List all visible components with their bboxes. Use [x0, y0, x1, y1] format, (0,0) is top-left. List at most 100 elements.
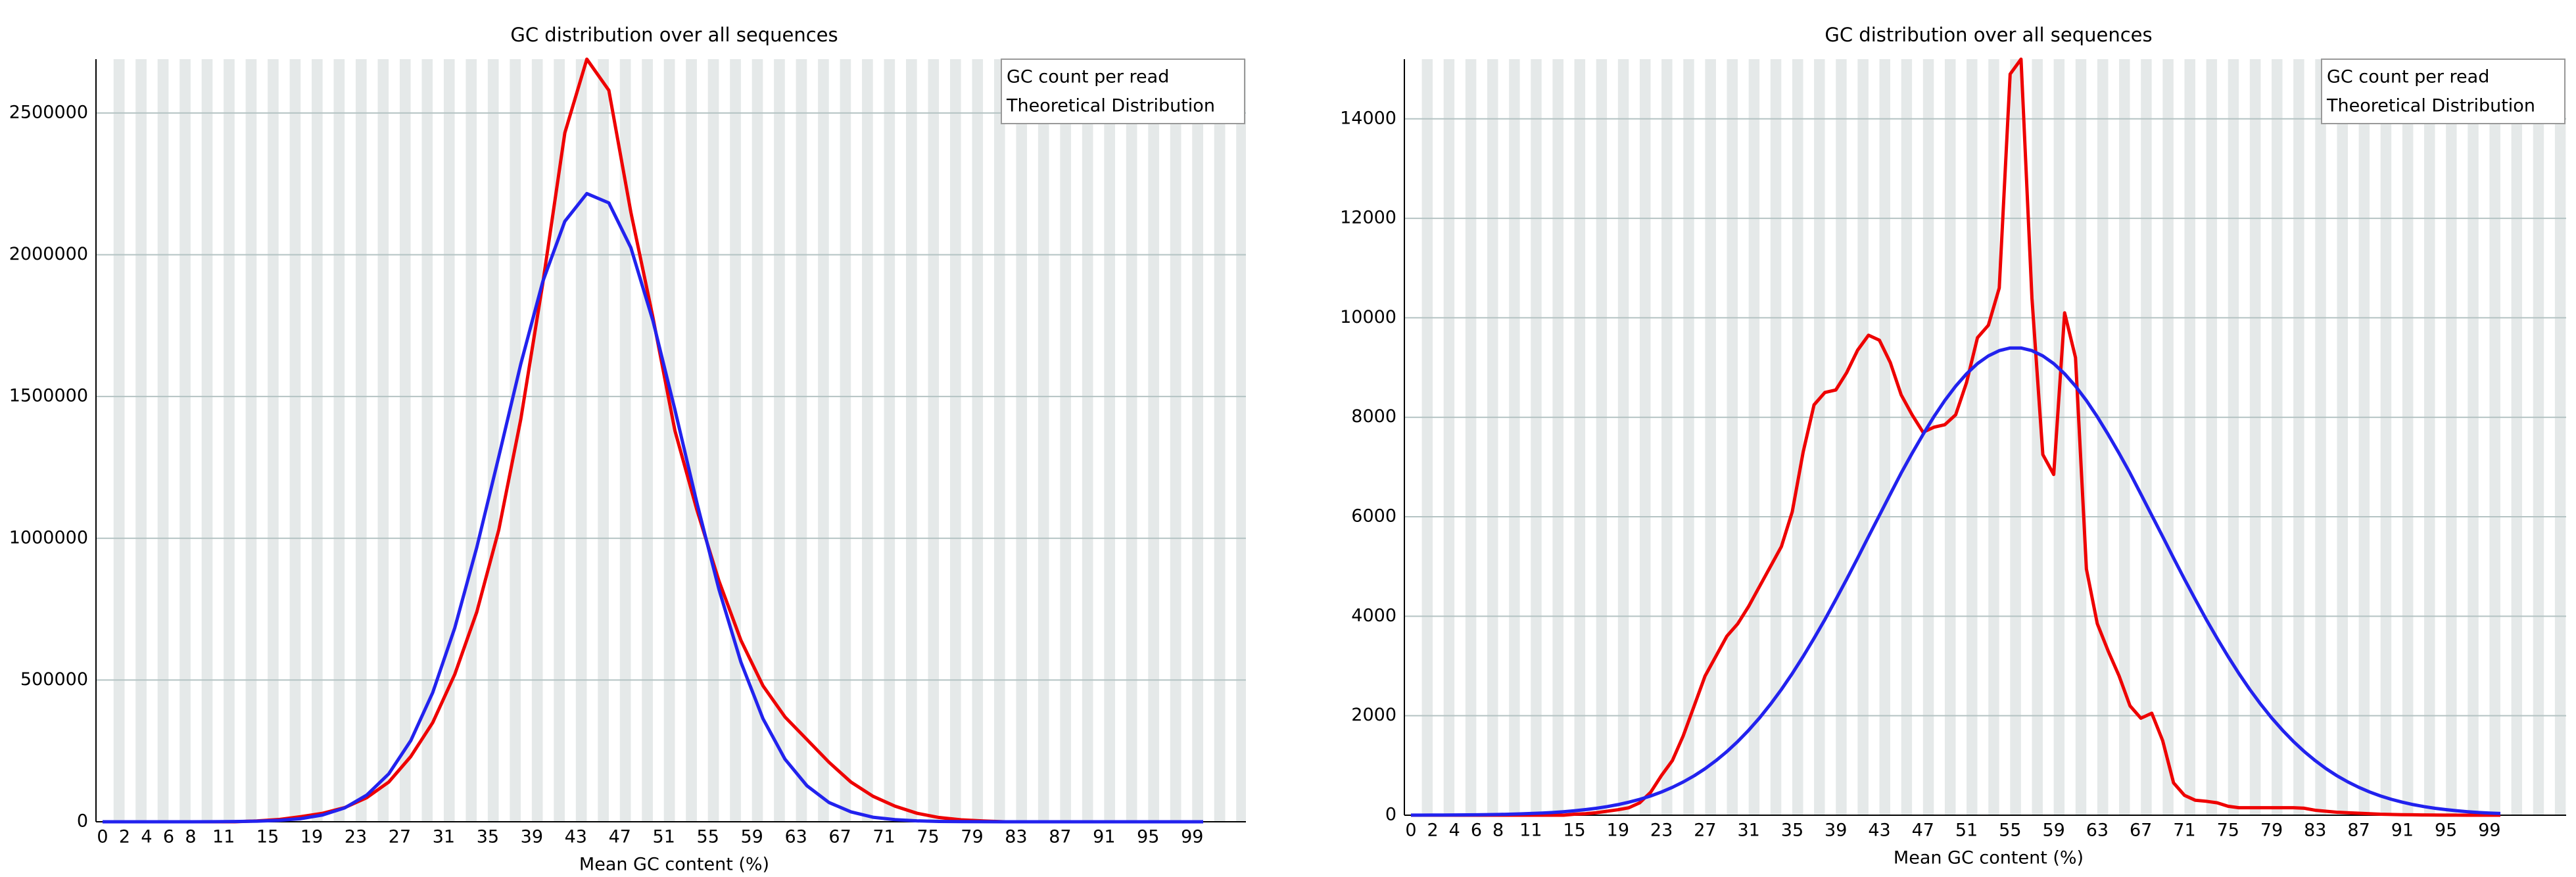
x-tick-label: 31 — [433, 827, 455, 847]
background-stripe — [1705, 59, 1716, 815]
background-stripe — [675, 59, 686, 822]
x-tick-label: 31 — [1737, 820, 1759, 841]
background-stripe — [1060, 59, 1072, 822]
background-stripe — [454, 59, 466, 822]
background-stripe — [1803, 59, 1815, 815]
background-stripe — [421, 59, 433, 822]
background-stripe — [619, 59, 631, 822]
background-stripe — [1236, 59, 1246, 822]
background-stripe — [146, 59, 158, 822]
background-stripe — [2217, 59, 2228, 815]
background-stripe — [1868, 59, 1880, 815]
y-tick-label: 2500000 — [9, 102, 88, 122]
background-stripe — [2151, 59, 2163, 815]
background-stripe — [2511, 59, 2523, 815]
background-stripe — [1411, 59, 1422, 815]
background-stripe — [1016, 59, 1028, 822]
series-line — [103, 191, 1203, 824]
background-stripe — [1836, 59, 1847, 815]
background-stripe — [862, 59, 873, 822]
background-stripe — [1617, 59, 1629, 815]
background-stripe — [993, 59, 1005, 822]
background-stripe — [2162, 59, 2174, 815]
background-stripe — [1093, 59, 1105, 822]
background-stripe — [2228, 59, 2239, 815]
x-tick-label: 6 — [163, 827, 174, 847]
background-stripe — [840, 59, 851, 822]
y-tick-label: 2000000 — [9, 244, 88, 264]
x-tick-label: 87 — [1049, 827, 1071, 847]
x-tick-label: 0 — [97, 827, 108, 847]
background-stripe — [190, 59, 202, 822]
background-stripe — [124, 59, 136, 822]
background-stripe — [1694, 59, 1705, 815]
background-stripe — [1922, 59, 1934, 815]
background-stripe — [1607, 59, 1618, 815]
x-tick-label: 75 — [917, 827, 939, 847]
background-stripe — [366, 59, 378, 822]
background-stripe — [1192, 59, 1203, 822]
background-stripe — [1585, 59, 1596, 815]
background-stripe — [477, 59, 488, 822]
background-stripe — [1596, 59, 1608, 815]
x-tick-label: 63 — [2086, 820, 2109, 841]
background-stripe — [2500, 59, 2512, 815]
background-stripe — [796, 59, 807, 822]
background-stripe — [1912, 59, 1923, 815]
background-stripe — [961, 59, 972, 822]
background-stripe — [1509, 59, 1520, 815]
background-stripe — [2195, 59, 2206, 815]
y-tick-label: 1500000 — [9, 386, 88, 406]
series-line — [1411, 57, 2500, 817]
background-stripe — [2380, 59, 2392, 815]
background-stripe — [2391, 59, 2402, 815]
background-stripe — [168, 59, 180, 822]
background-stripe — [1759, 59, 1771, 815]
background-stripe — [2239, 59, 2250, 815]
background-stripe — [312, 59, 323, 822]
background-stripe — [1781, 59, 1792, 815]
background-stripe — [531, 59, 543, 822]
background-stripe — [2249, 59, 2261, 815]
background-stripe — [2272, 59, 2283, 815]
x-tick-label: 8 — [185, 827, 196, 847]
background-stripe — [2348, 59, 2359, 815]
background-stripe — [807, 59, 819, 822]
background-stripe — [1944, 59, 1956, 815]
x-tick-label: 71 — [2173, 820, 2195, 841]
legend: GC count per read Theoretical Distributio… — [2321, 59, 2565, 124]
x-tick-label: 23 — [345, 827, 367, 847]
y-tick-label: 500000 — [20, 669, 88, 690]
background-stripe — [1770, 59, 1782, 815]
background-stripe — [1137, 59, 1149, 822]
background-stripe — [224, 59, 235, 822]
background-stripe — [2326, 59, 2337, 815]
background-stripe — [2565, 59, 2566, 815]
background-stripe — [1433, 59, 1444, 815]
x-tick-label: 47 — [609, 827, 631, 847]
background-stripe — [103, 59, 114, 822]
background-stripe — [2478, 59, 2490, 815]
background-stripe — [763, 59, 775, 822]
background-stripe — [1672, 59, 1684, 815]
x-tick-label: 15 — [1563, 820, 1585, 841]
background-stripe — [895, 59, 907, 822]
background-stripe — [1421, 59, 1433, 815]
background-stripe — [1748, 59, 1760, 815]
background-stripe — [2456, 59, 2468, 815]
x-tick-label: 79 — [961, 827, 983, 847]
background-stripe — [245, 59, 257, 822]
background-stripe — [2064, 59, 2076, 815]
background-stripe — [2402, 59, 2414, 815]
background-stripe — [818, 59, 829, 822]
background-stripe — [1203, 59, 1214, 822]
background-stripe — [586, 59, 598, 822]
background-stripe — [828, 59, 840, 822]
background-stripe — [1825, 59, 1836, 815]
x-tick-label: 67 — [828, 827, 851, 847]
background-stripe — [730, 59, 741, 822]
background-stripe — [719, 59, 730, 822]
